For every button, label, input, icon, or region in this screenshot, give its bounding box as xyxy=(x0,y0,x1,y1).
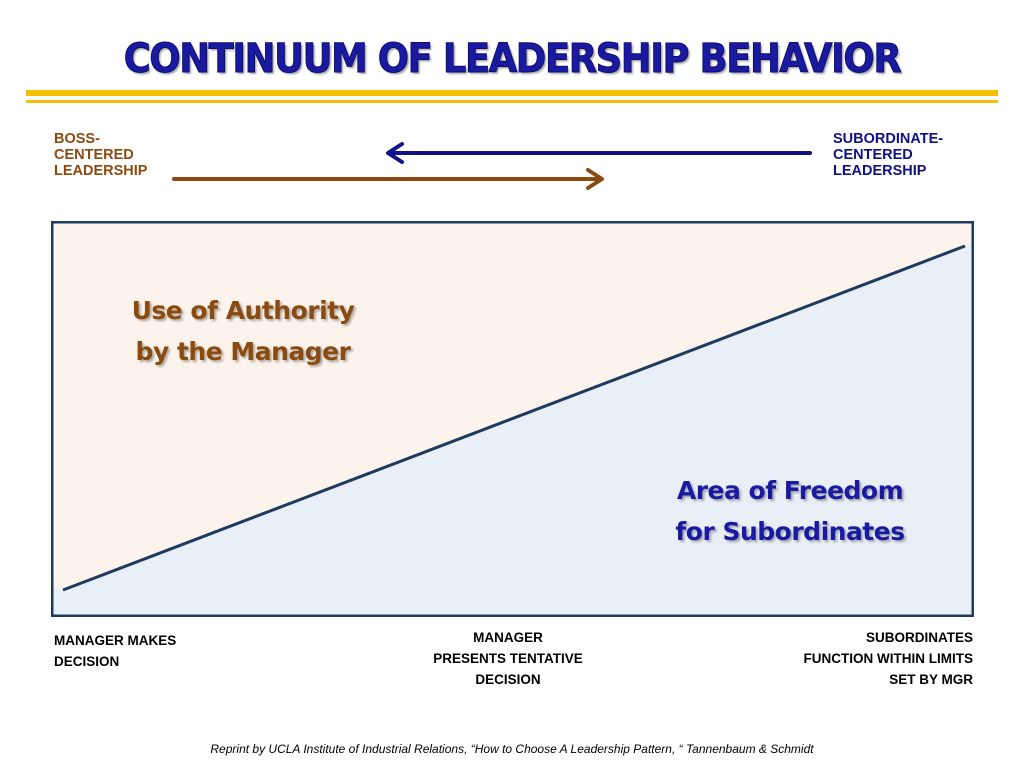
bottom-middle-line-3: DECISION xyxy=(475,672,541,687)
boss-centered-label: BOSS- CENTERED LEADERSHIP xyxy=(54,131,147,179)
panel-border xyxy=(51,221,974,617)
subordinate-arrow-left xyxy=(386,142,812,164)
bottom-left-line-1: MANAGER MAKES xyxy=(54,633,177,648)
authority-label-line-2: by the Manager xyxy=(135,337,351,366)
page-title: CONTINUUM OF LEADERSHIP BEHAVIOR xyxy=(123,36,902,83)
authority-label-line-1: Use of Authority xyxy=(131,296,355,325)
subordinate-label-line-2: CENTERED xyxy=(833,147,913,163)
freedom-label: Area of Freedom for Subordinates xyxy=(652,470,928,552)
bottom-left-line-2: DECISION xyxy=(54,654,120,669)
title-underline-thin xyxy=(26,100,998,103)
authority-label: Use of Authority by the Manager xyxy=(112,290,374,372)
bottom-middle-line-1: MANAGER xyxy=(473,630,543,645)
subordinates-function-within-limits-label: SUBORDINATES FUNCTION WITHIN LIMITS SET … xyxy=(762,627,973,690)
subordinate-label-line-1: SUBORDINATE- xyxy=(833,131,944,147)
bottom-right-line-2: FUNCTION WITHIN LIMITS xyxy=(803,651,973,666)
authority-area xyxy=(52,222,973,589)
subordinate-centered-label: SUBORDINATE- CENTERED LEADERSHIP xyxy=(833,131,943,179)
boss-label-line-2: CENTERED xyxy=(54,147,134,163)
boss-arrow-right xyxy=(172,168,604,190)
bottom-middle-line-2: PRESENTS TENTATIVE xyxy=(433,651,583,666)
subordinate-label-line-3: LEADERSHIP xyxy=(833,163,927,179)
freedom-label-line-1: Area of Freedom xyxy=(676,476,904,505)
boss-label-line-3: LEADERSHIP xyxy=(54,163,148,179)
manager-makes-decision-label: MANAGER MAKES DECISION xyxy=(54,630,176,672)
continuum-diagonal xyxy=(62,244,966,592)
bottom-right-line-1: SUBORDINATES xyxy=(865,630,973,645)
citation-footnote: Reprint by UCLA Institute of Industrial … xyxy=(210,742,814,756)
freedom-label-line-2: for Subordinates xyxy=(675,517,905,546)
bottom-right-line-3: SET BY MGR xyxy=(889,672,973,687)
direction-arrows xyxy=(172,142,812,190)
continuum-panel xyxy=(51,221,974,617)
title-underline-thick xyxy=(26,90,998,96)
freedom-area xyxy=(52,243,973,616)
boss-label-line-1: BOSS- xyxy=(54,131,100,147)
manager-presents-tentative-decision-label: MANAGER PRESENTS TENTATIVE DECISION xyxy=(408,627,608,690)
